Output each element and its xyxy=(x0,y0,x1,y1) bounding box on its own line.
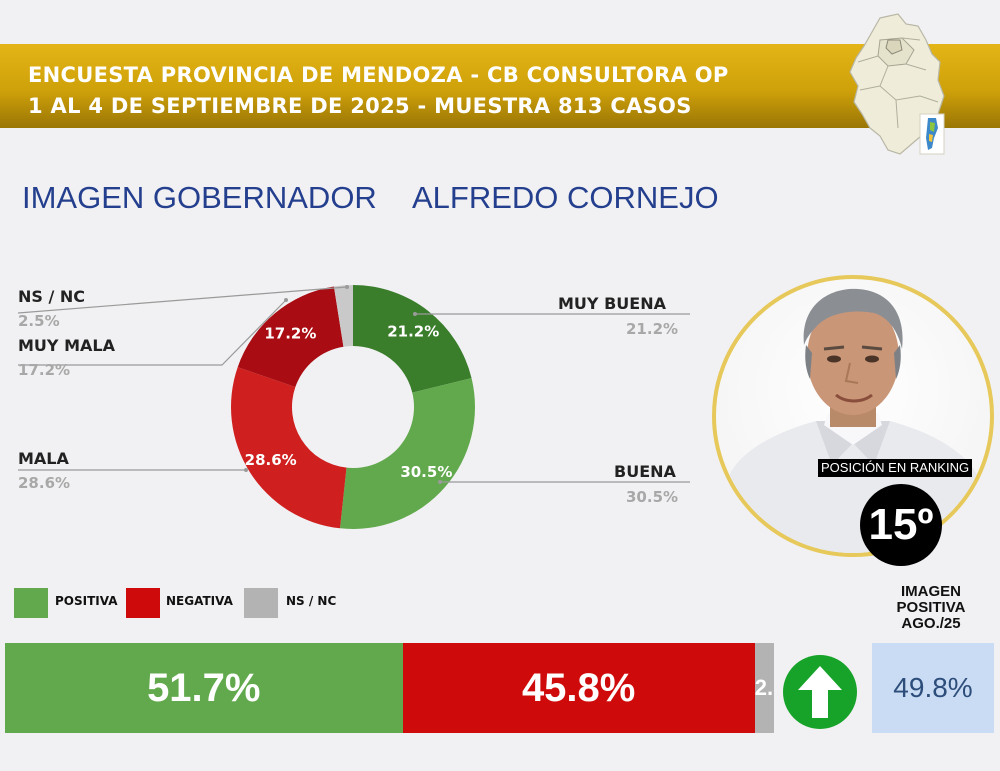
person-avatar xyxy=(712,275,994,557)
value-ns-nc: 2.5% xyxy=(18,312,60,330)
donut-value-label: 28.6% xyxy=(245,451,297,469)
label-mala: MALA xyxy=(18,449,69,468)
legend-label-negativa: NEGATIVA xyxy=(166,594,233,608)
leader-dot xyxy=(413,312,417,316)
header-title-line1: ENCUESTA PROVINCIA DE MENDOZA - CB CONSU… xyxy=(28,63,729,87)
leader-line xyxy=(17,286,348,314)
value-muy-buena: 21.2% xyxy=(626,320,679,338)
mendoza-map-icon xyxy=(840,10,960,160)
label-buena: BUENA xyxy=(614,462,676,481)
donut-value-label: 30.5% xyxy=(400,463,452,481)
bar-segment-negativa: 45.8% xyxy=(402,643,755,733)
donut-slice-ns-nc xyxy=(333,285,353,347)
donut-chart: 21.2% 30.5% 28.6% 17.2% xyxy=(17,285,690,529)
label-muy-buena: MUY BUENA xyxy=(558,294,666,313)
leader-dot xyxy=(438,480,442,484)
header-band xyxy=(0,44,1000,128)
legend-swatch-ns-nc xyxy=(244,588,278,618)
legend-label-positiva: POSITIVA xyxy=(55,594,118,608)
legend-label-ns-nc: NS / NC xyxy=(286,594,337,608)
donut-slice-buena xyxy=(339,378,475,529)
comparison-title-line1: IMAGEN xyxy=(901,583,961,600)
ranking-badge: 15º xyxy=(860,484,942,566)
leader-dot xyxy=(345,285,349,289)
value-muy-mala: 17.2% xyxy=(18,361,71,379)
leader-line xyxy=(18,299,287,366)
leader-dot xyxy=(244,468,248,472)
value-mala: 28.6% xyxy=(18,474,71,492)
value-buena: 30.5% xyxy=(626,488,679,506)
legend-swatch-negativa xyxy=(126,588,160,618)
stacked-bar: 51.7% 45.8% 2.5% xyxy=(5,643,774,733)
chart-title-main: IMAGEN GOBERNADOR xyxy=(22,180,377,215)
comparison-title-line2: POSITIVA xyxy=(896,599,966,616)
donut-value-label: 21.2% xyxy=(387,322,439,340)
previous-positive-value: 49.8% xyxy=(872,643,994,733)
donut-value-label: 17.2% xyxy=(264,324,316,342)
leader-dot xyxy=(284,298,288,302)
comparison-title-line3: AGO./25 xyxy=(901,615,961,632)
label-muy-mala: MUY MALA xyxy=(18,336,115,355)
chart-title-name: ALFREDO CORNEJO xyxy=(412,180,719,215)
label-ns-nc: NS / NC xyxy=(18,287,86,306)
legend-swatch-positiva xyxy=(14,588,48,618)
bar-segment-ns-nc: 2.5% xyxy=(754,643,774,733)
header-title-line2: 1 AL 4 DE SEPTIEMBRE DE 2025 - MUESTRA 8… xyxy=(28,94,692,118)
donut-slice-muy-buena xyxy=(353,285,472,393)
donut-slice-muy-mala xyxy=(237,286,344,388)
bar-segment-positiva: 51.7% xyxy=(5,643,403,733)
donut-slice-mala xyxy=(231,367,347,529)
up-arrow-icon xyxy=(782,654,858,730)
ranking-label: POSICIÓN EN RANKING xyxy=(818,459,973,477)
